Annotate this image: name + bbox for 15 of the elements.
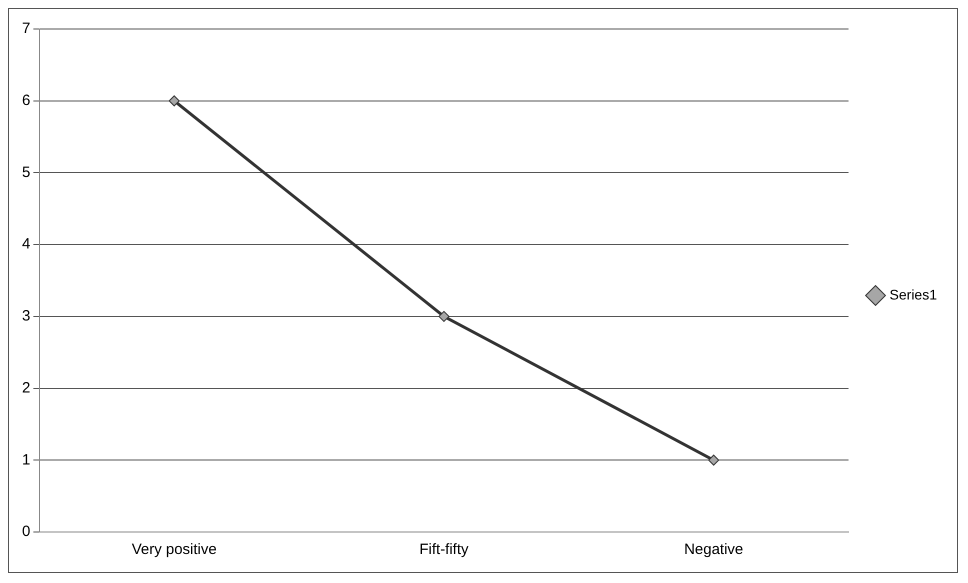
y-tick-label: 6 <box>22 92 30 109</box>
y-tick-label: 0 <box>22 523 30 540</box>
x-tick-label: Fift-fifty <box>419 541 470 558</box>
point <box>168 95 180 106</box>
x-tick-label: Very positive <box>132 541 217 558</box>
point <box>708 454 720 466</box>
x-tick-label: Negative <box>684 541 744 558</box>
y-tick-label: 2 <box>22 379 30 396</box>
legend-label: Series1 <box>890 286 938 302</box>
y-tick-label: 4 <box>22 236 30 253</box>
y-tick-label: 5 <box>22 164 30 181</box>
point <box>438 310 450 322</box>
y-tick-label: 7 <box>22 20 30 38</box>
y-tick-label: 1 <box>22 451 30 468</box>
y-tick-label: 3 <box>22 308 30 325</box>
